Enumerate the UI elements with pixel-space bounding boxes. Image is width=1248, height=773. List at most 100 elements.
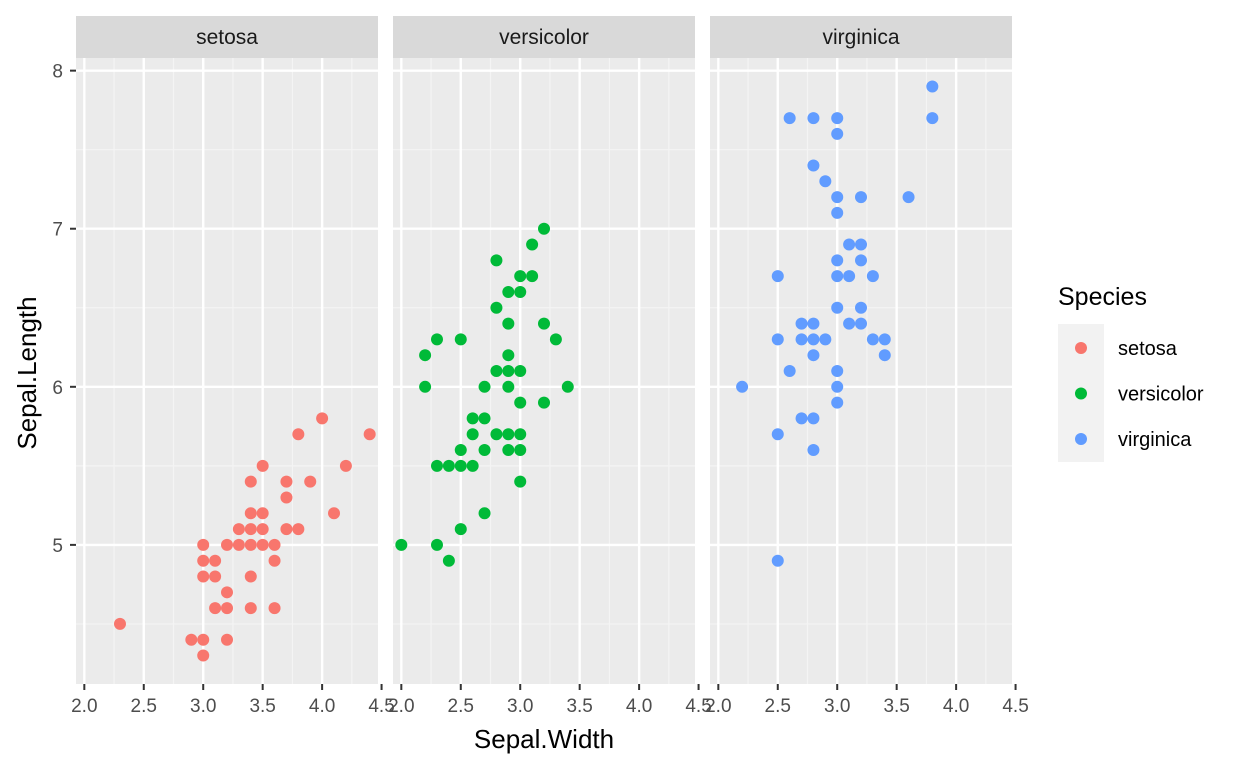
data-point [514,270,527,283]
data-point [244,570,257,583]
data-point [538,396,550,409]
data-point [221,538,233,551]
data-point [831,206,844,219]
data-point [819,333,832,346]
data-point [292,428,305,441]
panel-background [393,58,695,684]
x-tick-label: 3.0 [824,696,850,717]
data-point [795,317,808,330]
data-point [807,159,820,172]
data-point [807,333,820,346]
data-point [538,317,550,330]
data-point [783,112,796,125]
data-point [561,380,574,393]
data-point [232,538,245,551]
data-point [244,523,257,536]
data-point [256,538,269,551]
x-tick-label: 2.0 [705,696,731,717]
panel-setosa: setosa 2.0 2.5 3.0 3.5 4.0 4.5 [71,16,395,717]
data-point [831,380,844,393]
data-point [831,301,844,314]
data-point [807,317,820,330]
data-point [783,365,796,377]
data-point [197,554,210,567]
x-tick-label: 2.5 [448,696,474,717]
data-point [807,412,820,425]
data-point [514,285,527,298]
y-tick-label: 5 [52,536,63,557]
data-point [771,428,784,441]
data-point [878,333,891,346]
legend-key-virginica [1075,433,1087,445]
data-point [926,112,939,125]
data-point [831,127,844,140]
data-point [831,254,844,267]
data-point [736,380,749,393]
data-point [549,333,562,346]
data-point [209,554,222,567]
data-point [316,412,329,425]
data-point [304,475,317,488]
x-tick-label: 3.0 [507,696,533,717]
facet-strip [393,16,695,58]
data-point [268,554,281,567]
data-point [478,444,491,457]
data-point [197,633,210,646]
data-point [902,191,915,204]
data-point [280,523,293,536]
data-point [256,523,269,536]
data-point [244,602,257,615]
data-point [209,570,222,583]
y-axis: 5 6 7 8 [52,62,76,557]
data-point [831,396,844,409]
x-tick-label: 4.5 [368,696,394,717]
data-point [430,333,443,346]
data-point [514,475,527,488]
legend-label: virginica [1118,429,1192,451]
data-point [771,333,784,346]
data-point [831,365,844,377]
data-point [244,507,257,520]
data-point [502,365,515,377]
data-point [292,523,305,536]
data-point [514,428,527,441]
data-point [855,191,867,204]
data-point [280,475,293,488]
x-tick-label: 3.0 [190,696,216,717]
legend-label: versicolor [1118,384,1204,406]
legend: Species setosa versicolor virginica [1058,283,1204,462]
x-tick-label: 4.0 [943,696,969,717]
data-point [478,507,491,520]
data-point [221,602,233,615]
data-point [855,317,867,330]
data-point [256,459,269,472]
data-point [843,238,856,251]
x-tick-label: 3.5 [566,696,592,717]
x-tick-label: 3.5 [883,696,909,717]
data-point [795,333,808,346]
data-point [502,444,515,457]
data-point [843,270,856,283]
data-point [280,491,293,504]
data-point [843,317,856,330]
data-point [209,602,222,615]
data-point [526,270,539,283]
data-point [807,444,820,457]
data-point [232,523,245,536]
data-point [197,570,210,583]
data-point [454,444,467,457]
data-point [866,333,879,346]
data-point [502,380,515,393]
data-point [430,459,443,472]
x-tick-label: 2.5 [131,696,157,717]
data-point [268,538,281,551]
x-axis-title: Sepal.Width [474,724,614,754]
facet-strip-label: setosa [196,26,258,49]
data-point [831,270,844,283]
x-tick-label: 4.0 [626,696,652,717]
data-point [819,175,832,188]
data-point [490,301,503,314]
data-point [466,459,479,472]
facet-strip [76,16,378,58]
